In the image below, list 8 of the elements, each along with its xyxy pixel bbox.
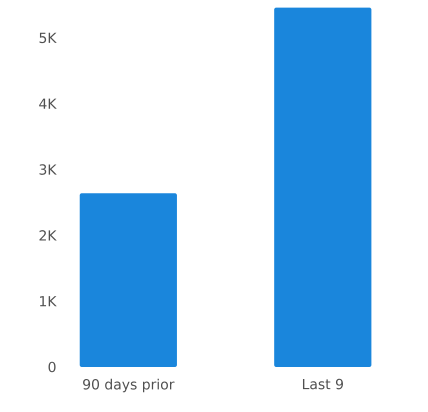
y-tick-label: 1K [40, 296, 57, 306]
y-tick-label: 3K [40, 164, 57, 175]
y-tick-label: 4K [39, 98, 57, 109]
y-tick-label: 2K [39, 230, 57, 241]
x-tick-label: 90 days prior [83, 378, 174, 392]
y-tick-label: 5K [40, 32, 57, 44]
y-tick-label: 0 [48, 362, 56, 372]
x-tick-label: Last 9 [302, 378, 343, 390]
